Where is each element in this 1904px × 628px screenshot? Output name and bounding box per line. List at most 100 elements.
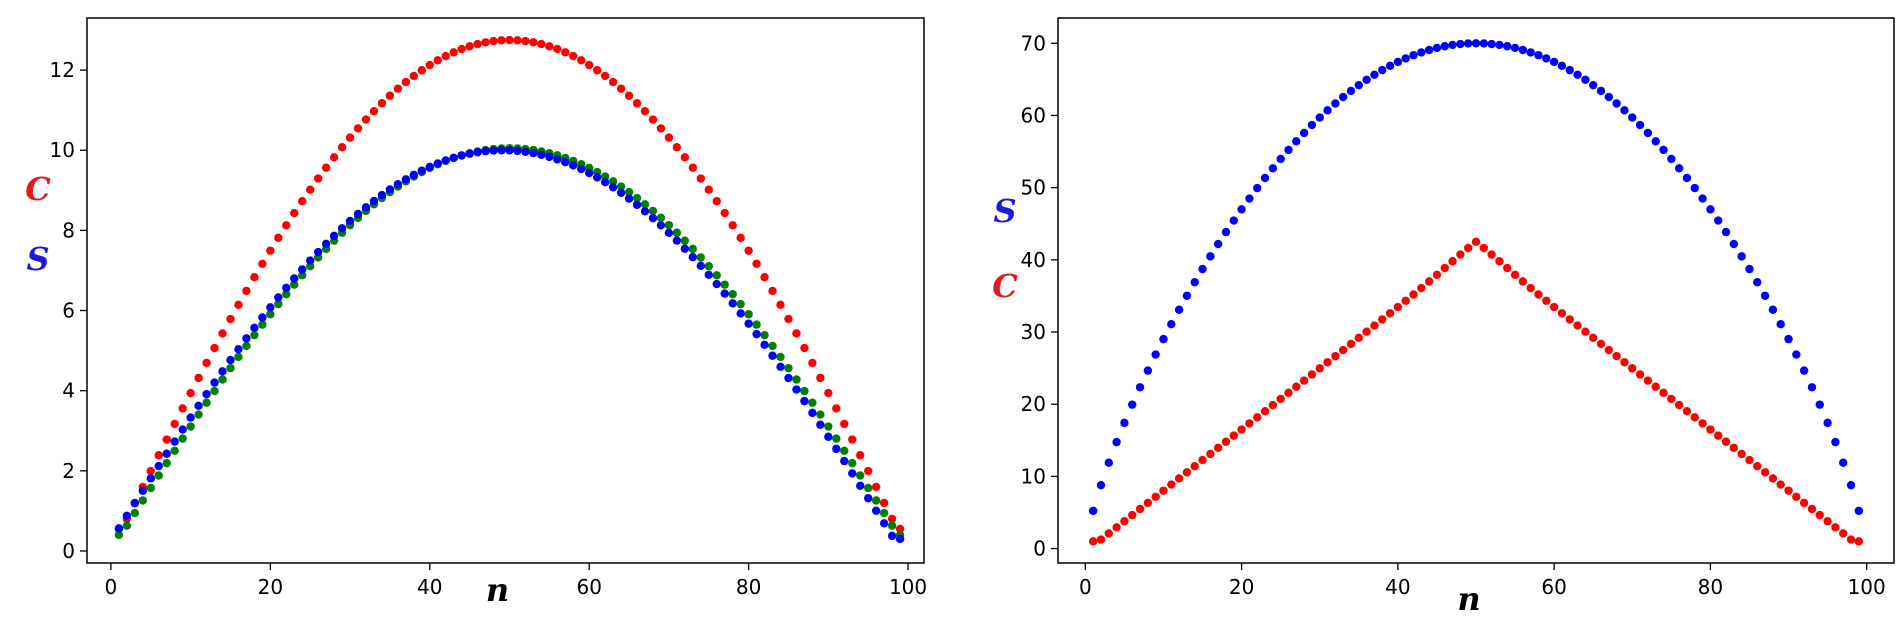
data-point: [1362, 327, 1371, 336]
data-point: [1831, 523, 1840, 532]
data-point: [1112, 523, 1121, 532]
plot-frame: [86, 17, 925, 564]
data-point: [1206, 449, 1215, 459]
data-point: [1120, 517, 1129, 526]
data-point: [1260, 173, 1270, 183]
data-point: [202, 398, 211, 407]
data-point: [624, 91, 634, 100]
data-point: [776, 352, 785, 362]
data-point: [226, 363, 235, 373]
data-point: [1565, 65, 1574, 75]
data-point: [1432, 270, 1442, 279]
data-point: [226, 314, 235, 324]
data-point: [1674, 164, 1684, 173]
x-tick-label: 40: [417, 575, 442, 599]
data-point: [608, 177, 618, 186]
data-point: [1792, 492, 1801, 501]
data-point: [648, 206, 658, 216]
data-point: [1292, 137, 1301, 146]
data-point: [1526, 48, 1535, 57]
data-point: [1643, 376, 1653, 385]
data-point: [258, 313, 267, 322]
data-point: [337, 224, 347, 233]
data-point: [282, 290, 291, 299]
data-point: [1846, 480, 1856, 490]
data-point: [632, 193, 642, 203]
data-point: [1581, 75, 1590, 84]
data-point: [1104, 529, 1113, 538]
data-point: [162, 435, 171, 444]
data-point: [1323, 358, 1332, 367]
data-point: [162, 449, 171, 458]
data-point: [409, 71, 419, 81]
data-point: [720, 289, 729, 298]
data-point: [1456, 250, 1465, 259]
data-point: [186, 413, 195, 422]
data-point: [1323, 106, 1332, 115]
data-point: [218, 375, 227, 384]
data-point: [521, 147, 530, 156]
data-point: [1159, 486, 1168, 495]
data-point: [784, 363, 793, 373]
data-point: [513, 146, 522, 156]
data-point: [1620, 106, 1629, 115]
data-point: [1784, 486, 1793, 495]
data-point: [1346, 86, 1356, 96]
data-point: [1487, 39, 1496, 49]
data-point: [1151, 350, 1160, 359]
data-point: [274, 233, 283, 243]
data-point: [1737, 449, 1746, 459]
data-point: [146, 466, 155, 476]
data-point: [1299, 376, 1309, 385]
data-point: [250, 330, 259, 340]
data-point: [1753, 461, 1762, 471]
data-point: [1682, 406, 1692, 416]
data-point: [871, 506, 881, 515]
data-point: [585, 60, 594, 70]
data-point: [537, 150, 546, 159]
data-point: [266, 246, 275, 255]
y-tick-label: 0: [1033, 537, 1046, 561]
data-point: [130, 499, 140, 508]
data-point: [1143, 366, 1153, 375]
data-point: [1659, 145, 1668, 155]
data-point: [656, 213, 666, 223]
data-point: [1714, 431, 1723, 440]
data-point: [1534, 290, 1543, 299]
data-point: [760, 340, 769, 350]
data-point: [481, 38, 490, 47]
y-tick-label: 20: [1021, 392, 1046, 416]
data-point: [856, 481, 865, 491]
data-point: [385, 91, 395, 100]
data-point: [553, 155, 562, 164]
data-point: [1714, 216, 1723, 225]
data-point: [585, 168, 594, 178]
data-point: [178, 404, 187, 413]
data-point: [1667, 154, 1676, 164]
data-point: [720, 208, 729, 218]
data-point: [1479, 39, 1489, 48]
data-point: [441, 51, 450, 61]
data-point: [800, 386, 809, 396]
data-point: [577, 56, 586, 65]
data-point: [361, 203, 371, 212]
y-tick-label: 4: [62, 379, 75, 403]
data-point: [816, 420, 825, 429]
data-point: [433, 159, 442, 168]
data-point: [186, 388, 195, 398]
data-point: [856, 471, 865, 480]
data-point: [760, 273, 769, 282]
data-point: [1354, 333, 1364, 343]
data-point: [1245, 194, 1254, 203]
data-point: [1745, 455, 1754, 465]
data-point: [640, 207, 650, 216]
data-point: [656, 221, 666, 230]
data-point: [1760, 291, 1770, 300]
data-point: [720, 280, 729, 289]
data-point: [704, 270, 713, 280]
data-point: [385, 185, 395, 194]
x-tick-label: 80: [736, 575, 761, 599]
x-tick-label: 100: [1848, 575, 1886, 599]
data-point: [808, 358, 817, 368]
